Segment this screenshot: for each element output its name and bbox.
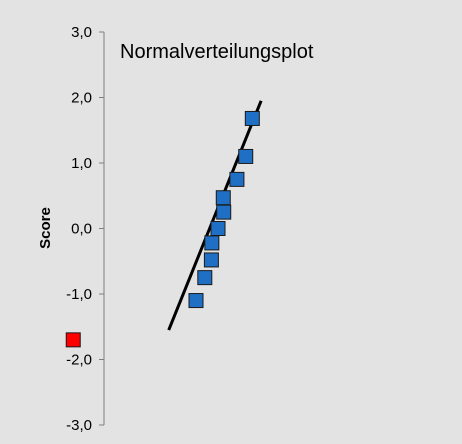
reference-line bbox=[167, 100, 263, 331]
chart-title: Normalverteilungsplot bbox=[120, 41, 314, 63]
y-tick-label: -2,0 bbox=[66, 352, 92, 369]
data-point-marker bbox=[244, 110, 260, 126]
data-point-marker bbox=[238, 148, 254, 164]
data-point-marker bbox=[197, 270, 213, 286]
y-tick-label: 0,0 bbox=[71, 221, 92, 238]
y-tick-label: 3,0 bbox=[71, 24, 92, 41]
data-point-marker bbox=[215, 190, 231, 206]
y-tick-label: 1,0 bbox=[71, 155, 92, 172]
y-tick-label: -1,0 bbox=[66, 286, 92, 303]
data-point-marker bbox=[210, 221, 226, 236]
outlier-point-marker bbox=[65, 332, 81, 348]
data-point-marker bbox=[203, 252, 219, 268]
data-point-marker bbox=[204, 235, 220, 251]
data-point-marker bbox=[216, 204, 232, 220]
y-axis-label: Score bbox=[37, 207, 54, 249]
data-point-marker bbox=[188, 293, 204, 309]
y-tick-label: -3,0 bbox=[66, 417, 92, 434]
y-tick-label: 2,0 bbox=[71, 90, 92, 107]
data-point-marker bbox=[229, 171, 245, 187]
